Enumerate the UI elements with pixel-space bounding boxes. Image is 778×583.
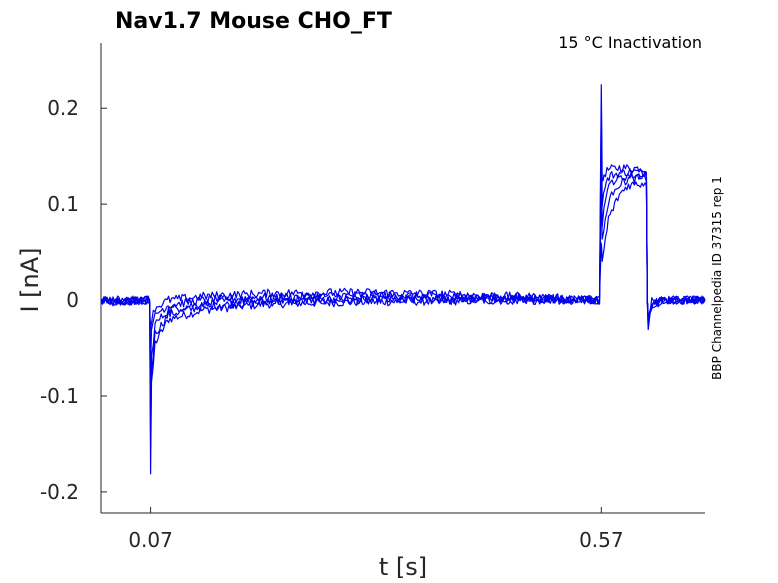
y-tick-label: 0.1 [47,192,79,216]
chart-subtitle: 15 °C Inactivation [558,33,702,52]
side-note: BBP Channelpedia ID 37315 rep 1 [710,176,724,380]
current-trace-2 [100,104,706,443]
x-tick-label: 0.57 [579,528,624,552]
x-tick-label: 0.07 [128,528,173,552]
chart-title: Nav1.7 Mouse CHO_FT [115,9,392,34]
x-ticks: 0.07 0.57 [128,507,624,552]
y-tick-label: -0.2 [40,480,79,504]
current-trace-1 [100,84,706,475]
current-trace-5 [100,181,706,330]
y-ticks: -0.2 -0.1 0 0.1 0.2 [40,96,107,504]
y-tick-label: -0.1 [40,384,79,408]
axes [100,43,705,514]
current-trace-3 [100,146,706,417]
y-axis-label: I [nA] [16,247,44,312]
y-tick-label: 0.2 [47,96,79,120]
y-tick-label: 0 [66,288,79,312]
current-traces [100,84,706,475]
x-axis-label: t [s] [379,553,427,581]
current-trace-4 [100,173,706,361]
